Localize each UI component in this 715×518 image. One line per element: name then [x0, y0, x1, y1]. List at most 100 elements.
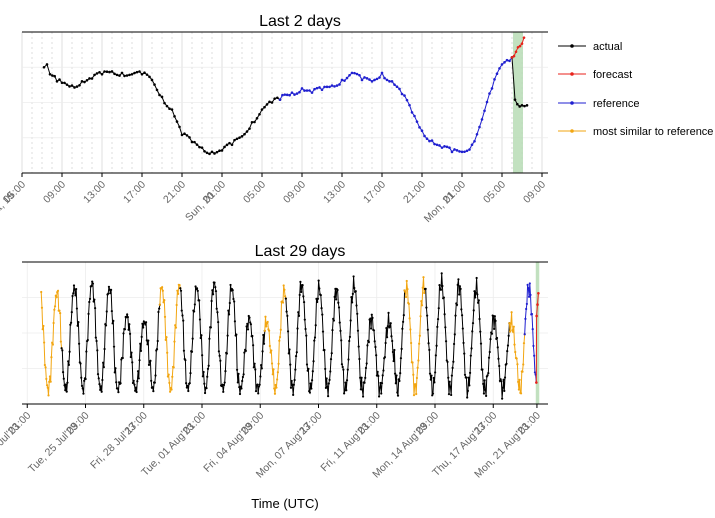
series-reference-point — [463, 150, 466, 154]
series-actual-point — [438, 284, 441, 287]
series-actual-point — [317, 279, 320, 282]
series-actual-point — [339, 329, 342, 332]
series-actual-point — [337, 301, 340, 304]
series-actual-line — [61, 281, 161, 394]
series-reference-point — [413, 114, 416, 118]
series-actual-point — [262, 342, 266, 345]
series-actual-point — [373, 340, 376, 343]
series-actual-point — [191, 337, 194, 340]
series-actual-point — [357, 345, 360, 348]
x-tick-label: 09:00 — [521, 179, 548, 206]
series-actual-point — [157, 310, 160, 314]
series-similar-point — [412, 394, 416, 397]
series-similar-point — [421, 286, 424, 289]
series-actual-point — [158, 93, 161, 97]
series-actual-point — [376, 370, 379, 374]
series-actual-point — [447, 376, 450, 379]
series-actual-point — [462, 341, 465, 345]
series-actual-point — [219, 359, 222, 362]
series-actual-point — [179, 287, 182, 290]
series-reference-point — [325, 85, 329, 89]
series-actual-point — [105, 70, 109, 74]
series-actual-point — [501, 397, 504, 400]
series-similar-point — [165, 336, 168, 339]
series-actual-point — [520, 104, 524, 107]
series-reference-point — [318, 86, 321, 89]
series-actual-point — [321, 330, 325, 333]
series-actual-point — [95, 72, 99, 75]
series-reference-point — [288, 93, 291, 97]
series-actual-point — [351, 301, 354, 304]
series-similar-point — [177, 292, 180, 295]
series-actual-point — [463, 352, 466, 355]
series-similar-point — [408, 317, 411, 320]
series-actual-point — [230, 143, 234, 147]
series-reference-point — [343, 79, 346, 82]
series-actual-point — [456, 283, 459, 287]
series-similar-point — [164, 338, 167, 341]
series-similar-point — [268, 344, 271, 348]
series-actual-point — [488, 350, 491, 354]
series-actual-point — [440, 272, 443, 275]
series-reference-point — [478, 125, 481, 129]
series-actual-point — [190, 140, 194, 144]
series-actual-point — [182, 349, 186, 352]
series-actual-point — [84, 377, 87, 381]
series-actual-point — [453, 333, 456, 336]
series-similar-point — [58, 309, 61, 312]
series-actual-point — [289, 363, 292, 366]
series-actual-point — [302, 300, 306, 304]
series-actual-point — [503, 376, 507, 379]
series-actual-point — [312, 360, 315, 363]
series-actual-point — [355, 304, 358, 307]
series-reference-point — [330, 84, 334, 87]
series-actual-point — [393, 372, 397, 375]
series-similar-point — [266, 320, 269, 324]
series-actual-point — [284, 297, 287, 300]
series-similar-point — [49, 380, 52, 383]
series-actual-point — [260, 363, 263, 367]
series-reference-point — [338, 83, 341, 86]
legend-item-reference: reference — [558, 98, 639, 110]
series-actual-point — [128, 73, 131, 77]
series-actual-point — [203, 382, 206, 385]
series-actual-point — [91, 282, 95, 285]
series-actual-point — [289, 386, 293, 389]
series-similar-point — [279, 328, 282, 331]
series-similar-point — [270, 349, 273, 352]
series-similar-point — [178, 283, 181, 287]
series-actual-point — [326, 385, 329, 388]
series-actual-point — [525, 104, 529, 107]
series-actual-point — [328, 378, 331, 381]
series-actual-point — [165, 104, 169, 108]
series-reference-point — [531, 328, 534, 331]
series-actual-point — [378, 386, 381, 389]
series-actual-point — [294, 354, 298, 358]
series-reference-point — [380, 71, 384, 75]
series-actual-point — [370, 313, 373, 316]
series-actual-point — [155, 348, 159, 351]
series-actual-point — [348, 339, 351, 343]
series-actual-point — [246, 328, 250, 331]
series-actual-line — [424, 273, 510, 399]
series-actual-point — [120, 71, 124, 75]
series-actual-point — [217, 350, 220, 353]
series-actual-point — [380, 381, 384, 385]
series-actual-point — [493, 327, 496, 330]
series-actual-point — [140, 335, 143, 338]
series-actual-point — [327, 395, 330, 398]
series-actual-point — [123, 328, 127, 331]
series-actual-point — [233, 320, 237, 323]
series-actual-point — [99, 385, 103, 388]
series-reference-point — [458, 150, 461, 153]
series-actual-point — [444, 340, 448, 343]
series-reference-point — [525, 307, 528, 311]
series-reference-point — [470, 143, 474, 147]
series-reference-point — [385, 78, 389, 82]
series-actual-point — [201, 354, 204, 357]
series-actual-point — [168, 107, 171, 111]
series-actual-point — [75, 287, 78, 291]
series-actual-point — [205, 387, 208, 390]
